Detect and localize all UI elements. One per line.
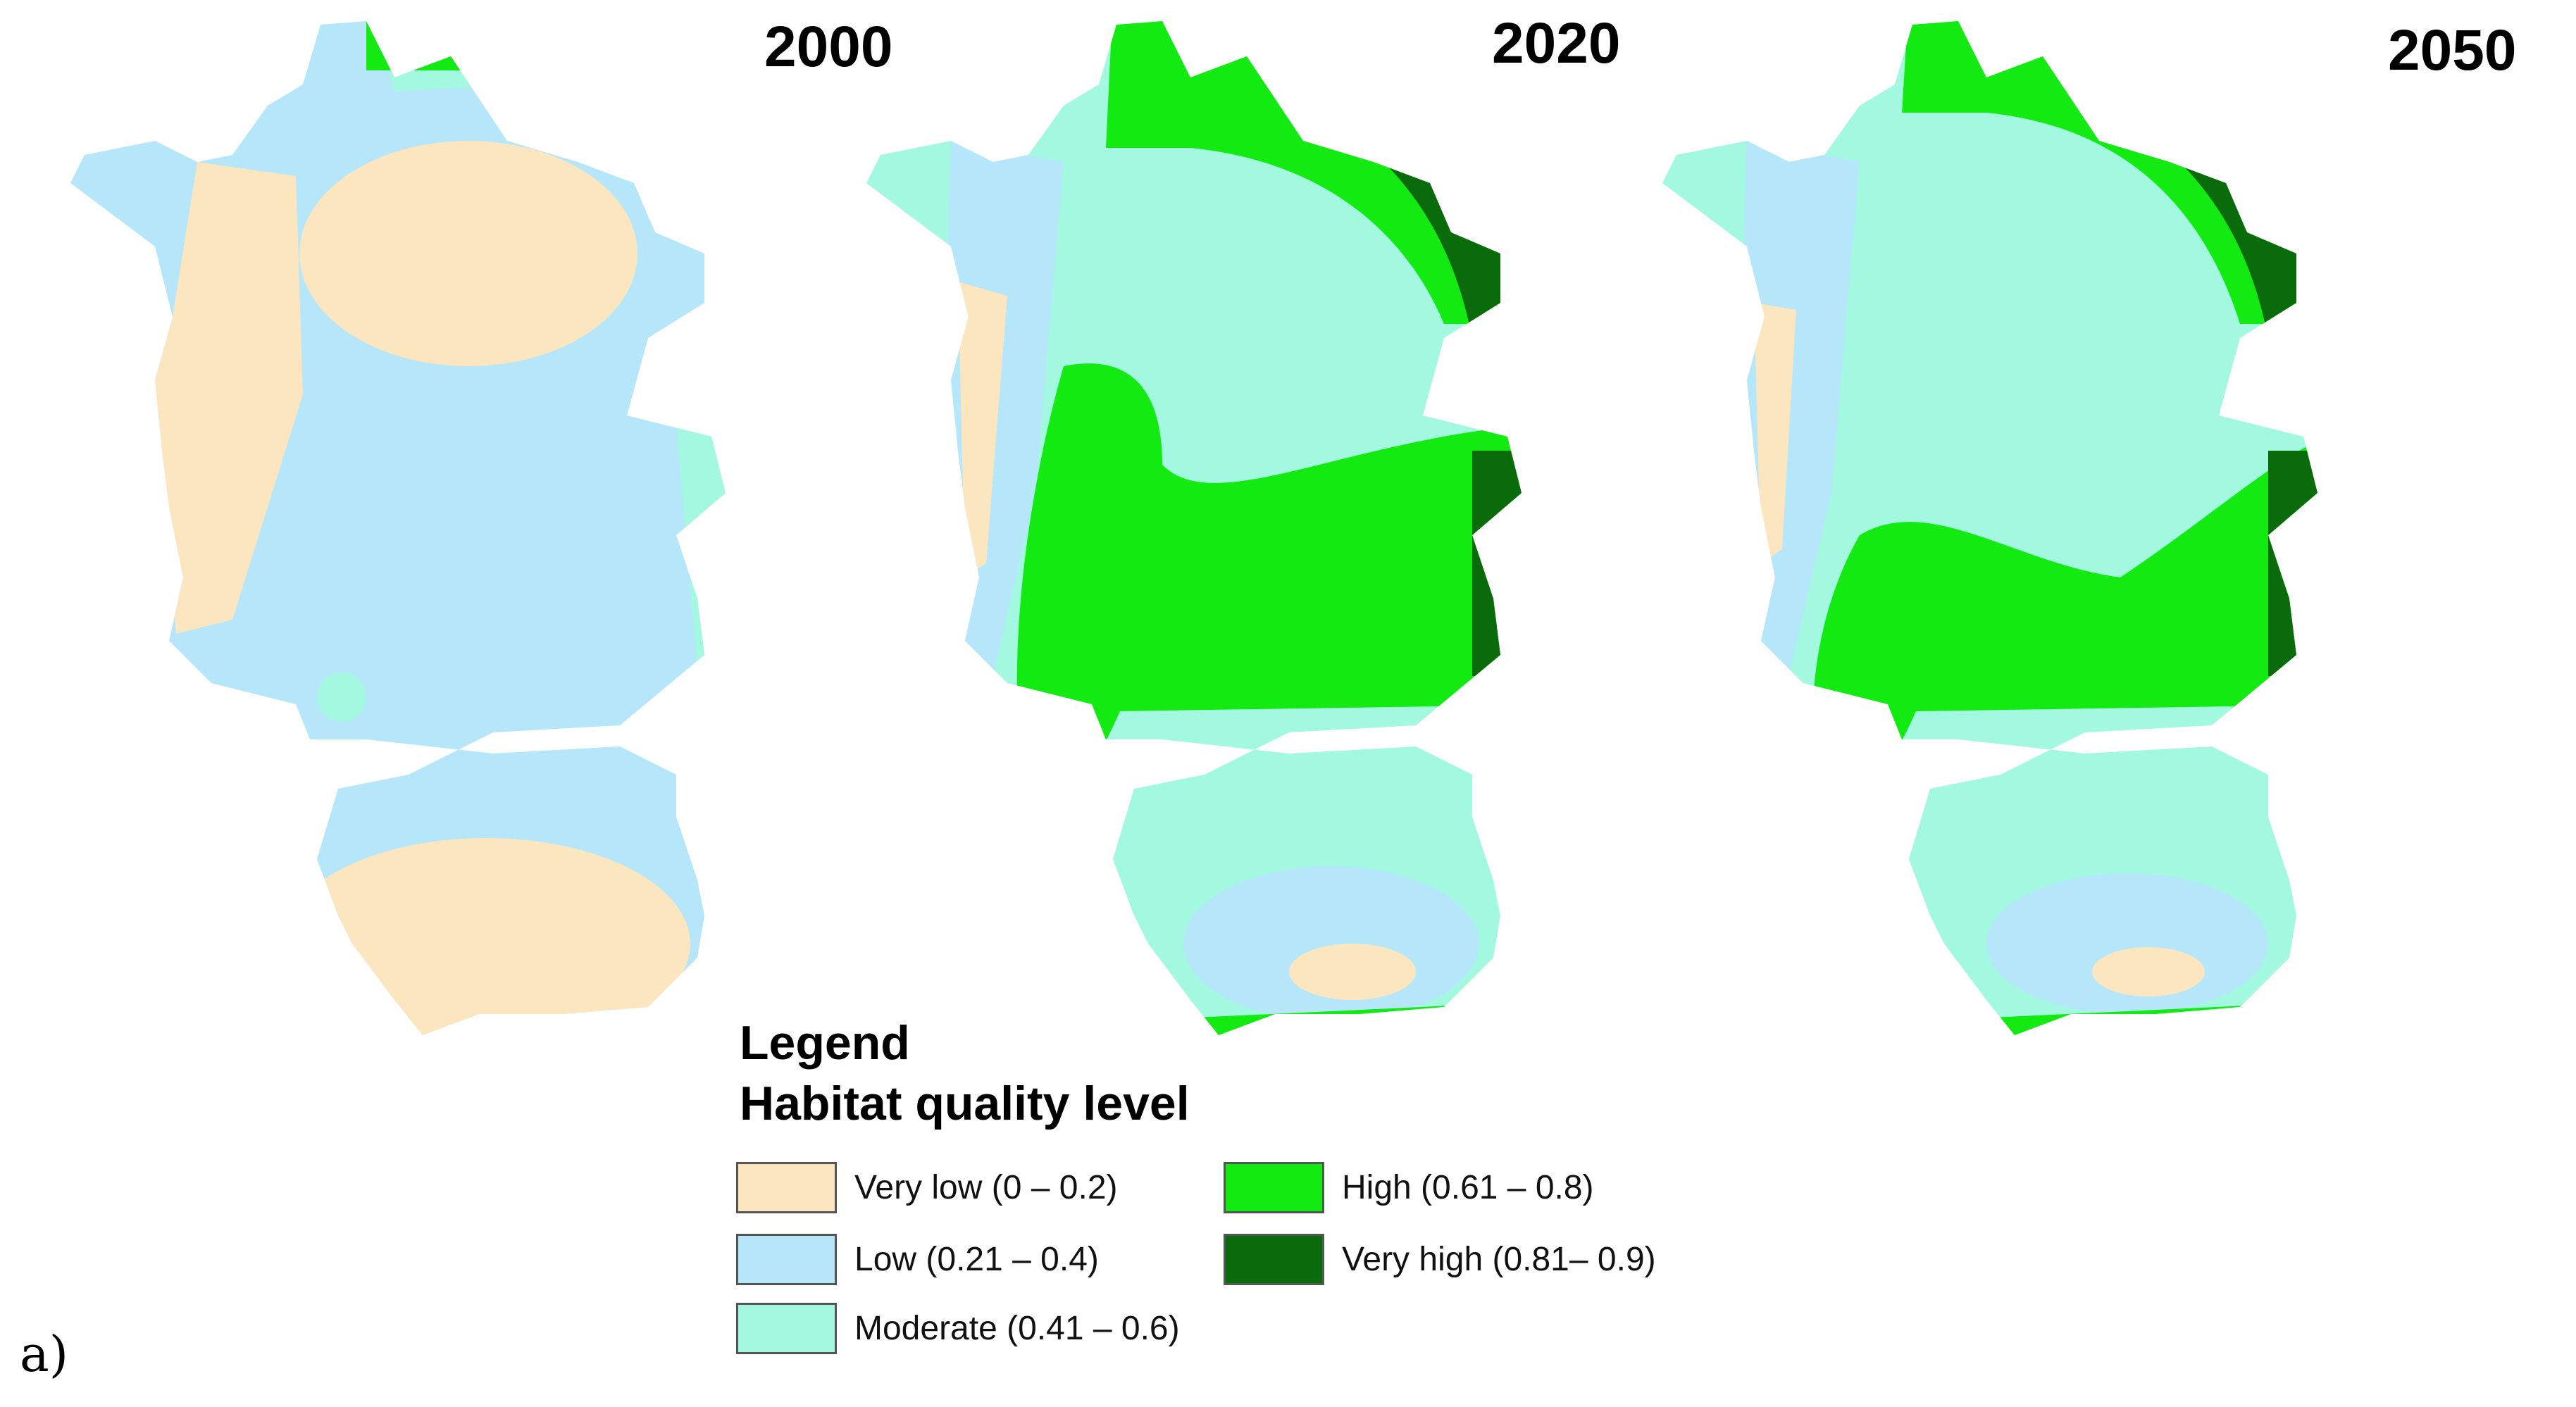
legend-swatch-low xyxy=(736,1234,837,1285)
legend-title: Legend xyxy=(740,1016,910,1070)
legend-item-very-high: Very high (0.81– 0.9) xyxy=(1224,1234,1656,1285)
map-2050 xyxy=(1662,21,2367,1197)
legend-item-high: High (0.61 – 0.8) xyxy=(1224,1162,1594,1213)
legend-item-very-low: Very low (0 – 0.2) xyxy=(736,1162,1118,1213)
high-central-zone xyxy=(1812,423,2317,810)
moderate-patch xyxy=(317,673,366,722)
legend-label-low: Low (0.21 – 0.4) xyxy=(854,1241,1099,1278)
map-year-2050: 2050 xyxy=(2388,18,2517,82)
high-south-band xyxy=(1916,1000,2317,1035)
legend-swatch-very-high xyxy=(1224,1234,1324,1285)
legend-item-low: Low (0.21 – 0.4) xyxy=(736,1234,1099,1285)
very-low-south-patch xyxy=(1289,944,1416,1000)
very-low-south-zone xyxy=(282,838,690,1035)
very-high-south-zone xyxy=(1930,1077,2367,1197)
high-northeast-zone xyxy=(711,127,726,324)
legend-swatch-very-low xyxy=(736,1162,837,1213)
legend-label-high: High (0.61 – 0.8) xyxy=(1342,1169,1594,1206)
legend-label-very-low: Very low (0 – 0.2) xyxy=(854,1169,1118,1206)
map-2020 xyxy=(866,21,1522,1035)
legend-item-moderate: Moderate (0.41 – 0.6) xyxy=(736,1303,1180,1354)
map-year-2020: 2020 xyxy=(1492,11,1621,75)
map-2000 xyxy=(0,21,775,1197)
high-central-zone xyxy=(1016,363,1522,810)
very-low-west-strip xyxy=(958,282,1007,577)
very-low-south-patch xyxy=(2092,947,2205,996)
legend-label-moderate: Moderate (0.41 – 0.6) xyxy=(854,1310,1180,1347)
legend-swatch-moderate xyxy=(736,1303,837,1354)
very-low-west-strip xyxy=(1754,303,1796,563)
panel-label: a) xyxy=(20,1325,69,1383)
very-high-east-zone xyxy=(2268,451,2317,676)
moderate-south-band xyxy=(0,1056,775,1197)
legend-swatch-high xyxy=(1224,1162,1324,1213)
legend-subtitle: Habitat quality level xyxy=(740,1077,1190,1130)
very-high-east-zone xyxy=(1472,451,1522,676)
very-low-west-zone xyxy=(155,162,303,634)
very-low-north-zone xyxy=(299,141,637,366)
map-year-2000: 2000 xyxy=(764,15,893,79)
legend-label-very-high: Very high (0.81– 0.9) xyxy=(1342,1241,1656,1278)
high-north-tip xyxy=(366,21,564,70)
